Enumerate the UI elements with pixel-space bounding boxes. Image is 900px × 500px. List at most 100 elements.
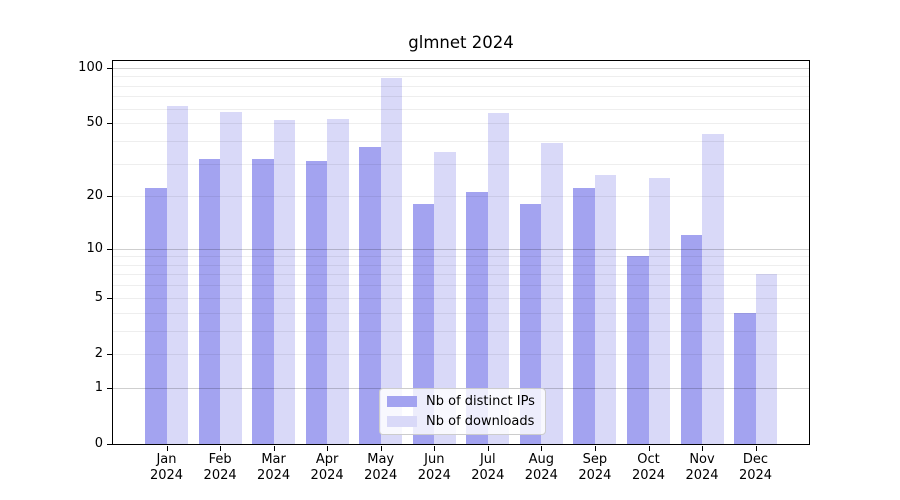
x-tick-mark <box>166 446 168 451</box>
x-tick-label: Jul 2024 <box>457 452 519 483</box>
x-tick-label-month: Oct <box>637 452 660 467</box>
bar-distinct-ips <box>359 147 381 444</box>
y-tick-mark <box>107 123 112 125</box>
bar-distinct-ips <box>519 203 542 444</box>
gridline-minor <box>113 285 809 287</box>
x-tick-label-month: Jul <box>479 452 496 467</box>
x-tick-label: Jun 2024 <box>403 452 465 483</box>
x-tick-label-year: 2024 <box>417 467 451 483</box>
y-tick-mark <box>107 195 112 197</box>
legend-label-downloads: Nb of downloads <box>426 414 535 429</box>
x-tick-mark <box>594 446 596 451</box>
x-tick-label-month: Mar <box>261 452 286 467</box>
x-tick-label-month: Sep <box>582 452 608 467</box>
bar-downloads <box>755 274 777 444</box>
x-tick-mark <box>273 446 275 451</box>
gridline-major <box>113 67 809 69</box>
x-tick-label: Oct 2024 <box>618 452 680 483</box>
x-tick-label-year: 2024 <box>578 467 612 483</box>
gridline-minor <box>113 297 809 299</box>
x-tick-label-year: 2024 <box>203 467 237 483</box>
x-tick-label-month: Jan <box>156 452 177 467</box>
gridline-major <box>113 248 809 250</box>
x-tick-label-month: Aug <box>528 452 554 467</box>
y-tick-label: 100 <box>78 59 103 75</box>
gridline-minor <box>113 256 809 258</box>
gridline-minor <box>113 96 809 98</box>
gridline-minor <box>113 354 809 356</box>
bar-downloads <box>594 175 617 444</box>
x-tick-label-month: Dec <box>742 452 769 467</box>
x-tick-label: Dec 2024 <box>725 452 787 483</box>
gridline-minor <box>113 141 809 143</box>
x-tick-label-year: 2024 <box>471 467 505 483</box>
y-tick-label: 10 <box>86 240 103 256</box>
y-tick-label: 5 <box>94 289 103 305</box>
gridline-minor <box>113 85 809 87</box>
x-tick-label-year: 2024 <box>631 467 666 483</box>
y-tick-mark <box>107 67 112 69</box>
gridline-minor <box>113 195 809 197</box>
gridline-minor <box>113 123 809 125</box>
x-tick-label: Sep 2024 <box>564 452 626 483</box>
bar-distinct-ips <box>466 192 488 444</box>
x-tick-mark <box>541 446 543 451</box>
bar-downloads <box>702 133 724 444</box>
y-tick-label: 2 <box>94 346 103 362</box>
x-tick-label-year: 2024 <box>364 467 398 483</box>
x-tick-label-month: Feb <box>208 452 232 467</box>
x-tick-label-year: 2024 <box>149 467 184 483</box>
x-tick-mark <box>487 446 489 451</box>
y-tick-label: 0 <box>94 436 103 451</box>
gridline-minor <box>113 264 809 266</box>
legend-item-downloads: Nb of downloads <box>387 414 537 429</box>
legend-swatch-downloads <box>387 416 417 427</box>
bar-distinct-ips <box>573 188 595 444</box>
gridline-minor <box>113 164 809 165</box>
x-tick-label: Mar 2024 <box>243 452 305 483</box>
bar-distinct-ips <box>145 188 167 444</box>
x-tick-label: Nov 2024 <box>671 452 733 483</box>
x-tick-label: May 2024 <box>350 452 412 483</box>
y-tick-mark <box>107 297 112 299</box>
bar-downloads <box>327 118 349 444</box>
y-tick-mark <box>107 248 112 250</box>
x-tick-label-month: Jun <box>424 452 445 467</box>
x-tick-label: Jan 2024 <box>136 452 198 483</box>
x-tick-label-month: May <box>367 452 395 467</box>
x-tick-label-month: Apr <box>315 452 339 467</box>
bar-downloads <box>380 78 403 444</box>
bar-distinct-ips <box>627 256 649 444</box>
bar-distinct-ips <box>252 158 274 444</box>
bar-distinct-ips <box>680 234 702 444</box>
x-tick-mark <box>755 446 757 451</box>
x-tick-mark <box>648 446 650 451</box>
y-tick-label: 50 <box>86 115 103 131</box>
chart-title: glmnet 2024 <box>408 33 514 52</box>
legend-swatch-distinct-ips <box>387 396 417 407</box>
bar-downloads <box>487 112 510 444</box>
y-tick-label: 1 <box>94 379 103 395</box>
y-tick-label: 20 <box>86 187 103 203</box>
bar-distinct-ips <box>198 158 221 444</box>
bar-downloads <box>541 143 563 444</box>
gridline-minor <box>113 76 809 78</box>
x-tick-label: Aug 2024 <box>510 452 572 483</box>
legend-item-distinct-ips: Nb of distinct IPs <box>387 394 537 409</box>
x-tick-mark <box>220 446 222 451</box>
x-tick-label-year: 2024 <box>310 467 344 483</box>
legend: Nb of distinct IPs Nb of downloads <box>379 388 546 435</box>
bar-downloads <box>166 106 188 444</box>
x-tick-mark <box>702 446 703 451</box>
x-tick-label-year: 2024 <box>257 467 291 483</box>
gridline-minor <box>113 312 809 314</box>
legend-label-distinct-ips: Nb of distinct IPs <box>426 394 535 409</box>
y-tick-mark <box>107 387 112 389</box>
y-tick-mark <box>107 444 112 445</box>
x-tick-label-year: 2024 <box>524 467 558 483</box>
bar-distinct-ips <box>305 161 328 444</box>
x-tick-label-month: Nov <box>689 452 715 467</box>
bar-downloads <box>273 120 296 444</box>
x-tick-mark <box>380 446 382 451</box>
